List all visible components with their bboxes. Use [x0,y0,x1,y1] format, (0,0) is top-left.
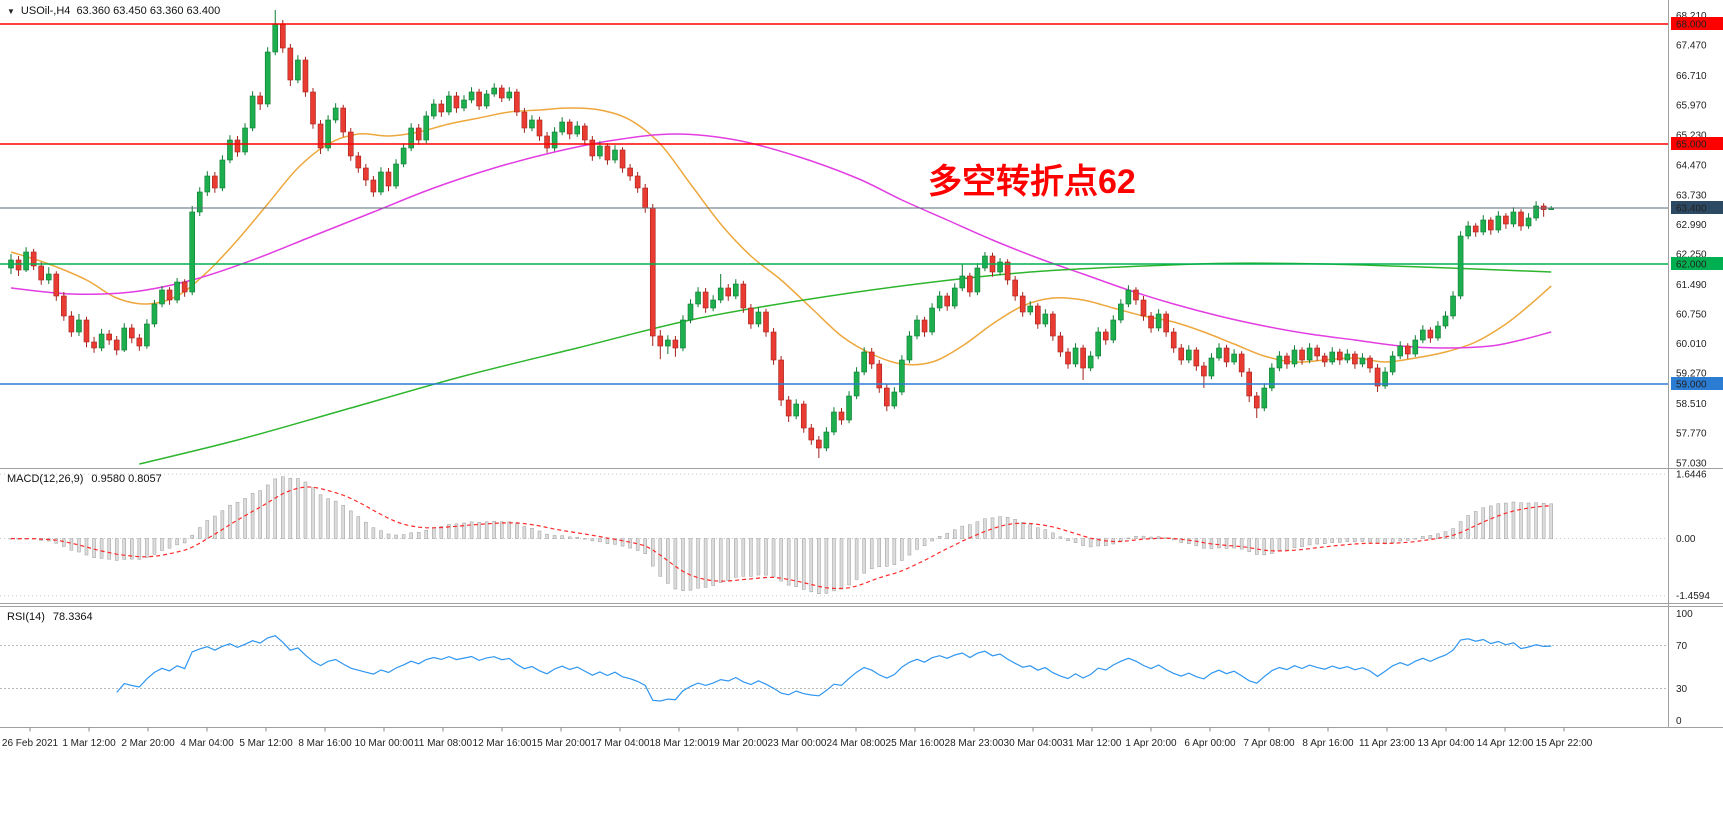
svg-text:63.730: 63.730 [1676,190,1707,201]
svg-text:65.970: 65.970 [1676,101,1707,112]
svg-text:30 Mar 04:00: 30 Mar 04:00 [1004,738,1063,749]
svg-text:57.770: 57.770 [1676,429,1707,440]
svg-text:30: 30 [1676,684,1688,695]
svg-text:59.270: 59.270 [1676,369,1707,380]
svg-text:1.6446: 1.6446 [1676,470,1707,481]
rsi-panel [0,635,1668,702]
macd-name: MACD(12,26,9) [7,473,84,485]
candlesticks [8,10,1554,458]
svg-text:10 Mar 00:00: 10 Mar 00:00 [355,738,414,749]
svg-text:100: 100 [1676,609,1693,620]
moving-averages [10,107,1552,465]
macd-panel [0,473,1668,597]
svg-text:8 Apr 16:00: 8 Apr 16:00 [1302,738,1354,749]
svg-text:0.00: 0.00 [1676,534,1696,545]
macd-values: 0.9580 0.8057 [91,473,162,485]
svg-text:1 Mar 12:00: 1 Mar 12:00 [62,738,116,749]
svg-text:25 Mar 16:00: 25 Mar 16:00 [886,738,945,749]
horizontal-lines[interactable] [0,23,1668,385]
svg-text:62.000: 62.000 [1676,260,1707,271]
svg-text:17 Mar 04:00: 17 Mar 04:00 [591,738,650,749]
svg-text:58.510: 58.510 [1676,399,1707,410]
symbol-header: ▼ USOil-,H4 63.360 63.450 63.360 63.400 [7,5,220,17]
svg-text:13 Apr 04:00: 13 Apr 04:00 [1418,738,1475,749]
svg-text:6 Apr 00:00: 6 Apr 00:00 [1184,738,1236,749]
svg-text:11 Apr 23:00: 11 Apr 23:00 [1359,738,1415,749]
svg-text:60.750: 60.750 [1676,310,1707,321]
rsi-value: 78.3364 [52,611,93,623]
svg-text:65.230: 65.230 [1676,130,1707,141]
svg-text:24 Mar 08:00: 24 Mar 08:00 [827,738,886,749]
svg-text:65.000: 65.000 [1676,140,1707,151]
svg-text:62.990: 62.990 [1676,220,1707,231]
svg-text:62.250: 62.250 [1676,250,1707,261]
svg-text:23 Mar 00:00: 23 Mar 00:00 [768,738,827,749]
svg-text:28 Mar 23:00: 28 Mar 23:00 [945,738,1004,749]
price-scale[interactable]: 68.210 67.470 66.710 65.970 65.230 64.470 63.7… [1671,11,1723,727]
ohlc-values: 63.360 63.450 63.360 63.400 [76,5,221,17]
svg-text:63.400: 63.400 [1676,204,1707,215]
svg-text:4 Mar 04:00: 4 Mar 04:00 [180,738,234,749]
svg-text:2 Mar 20:00: 2 Mar 20:00 [121,738,175,749]
svg-text:15 Mar 20:00: 15 Mar 20:00 [532,738,591,749]
time-scale[interactable]: 26 Feb 2021 1 Mar 12:00 2 Mar 20:00 4 Mar 0… [2,727,1593,750]
svg-text:68.210: 68.210 [1676,11,1707,22]
svg-text:61.490: 61.490 [1676,280,1707,291]
svg-text:59.000: 59.000 [1676,380,1707,391]
symbol-period-label: USOil-,H4 [20,5,71,17]
svg-text:68.000: 68.000 [1676,20,1707,31]
svg-text:11 Mar 08:00: 11 Mar 08:00 [414,738,473,749]
svg-text:-1.4594: -1.4594 [1676,591,1710,602]
svg-text:64.470: 64.470 [1676,161,1707,172]
svg-text:5 Mar 12:00: 5 Mar 12:00 [239,738,293,749]
rsi-name: RSI(14) [7,611,45,623]
ma-mid-magenta [10,133,1552,349]
svg-text:12 Mar 16:00: 12 Mar 16:00 [473,738,532,749]
svg-text:66.710: 66.710 [1676,71,1707,82]
chart-dropdown-icon[interactable]: ▼ [7,6,15,16]
svg-text:8 Mar 16:00: 8 Mar 16:00 [298,738,352,749]
svg-text:67.470: 67.470 [1676,41,1707,52]
svg-text:70: 70 [1676,641,1688,652]
chart-annotation: 多空转折点62 [928,163,1136,201]
svg-text:18 Mar 12:00: 18 Mar 12:00 [650,738,709,749]
svg-text:57.030: 57.030 [1676,458,1707,469]
svg-text:15 Apr 22:00: 15 Apr 22:00 [1536,738,1593,749]
rsi-indicator-label: RSI(14) 78.3364 [7,611,93,623]
svg-text:26 Feb 2021: 26 Feb 2021 [2,738,59,749]
macd-indicator-label: MACD(12,26,9) 0.9580 0.8057 [7,473,162,485]
panel-separators [0,0,1723,728]
svg-text:31 Mar 12:00: 31 Mar 12:00 [1063,738,1122,749]
svg-text:0: 0 [1676,716,1682,727]
svg-text:1 Apr 20:00: 1 Apr 20:00 [1125,738,1177,749]
svg-text:19 Mar 20:00: 19 Mar 20:00 [709,738,768,749]
svg-text:60.010: 60.010 [1676,339,1707,350]
ma-fast-orange [10,107,1552,366]
svg-text:14 Apr 12:00: 14 Apr 12:00 [1477,738,1534,749]
svg-text:7 Apr 08:00: 7 Apr 08:00 [1243,738,1295,749]
